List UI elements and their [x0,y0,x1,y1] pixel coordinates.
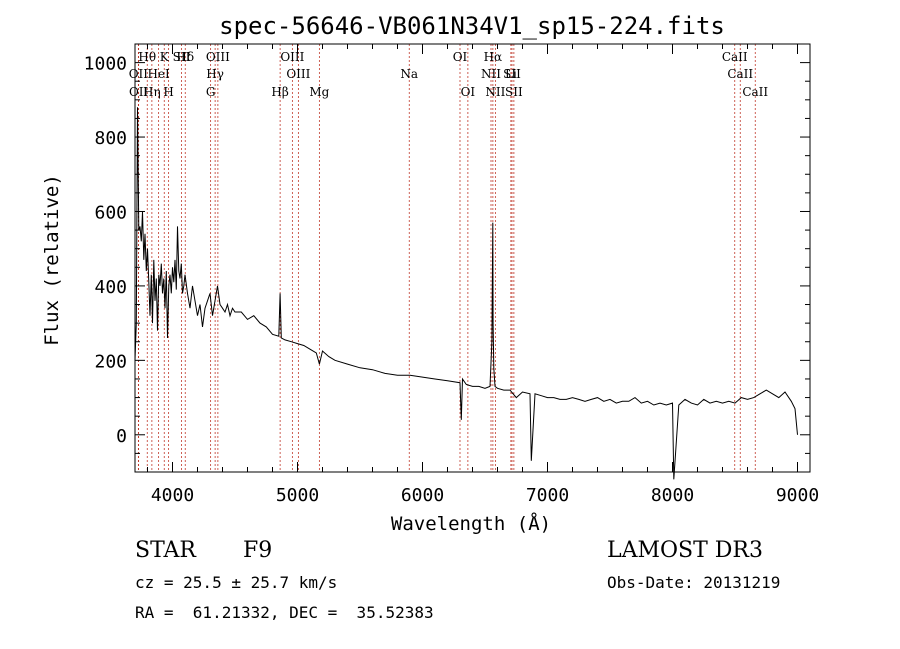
line-label-2-5: Mg [309,85,329,99]
y-tick-label-3: 600 [94,202,127,223]
line-label-2-1: Hη [143,85,161,99]
y-tick-label-2: 400 [94,277,127,298]
line-label-1-6: NII [481,67,501,81]
line-label-1-0: OII [129,67,149,81]
x-tick-label-0: 4000 [151,485,194,506]
line-label-1-3: Hγ [206,67,224,81]
line-label-0-0: Hθ [138,50,156,64]
plot-frame [134,43,811,473]
survey-name: LAMOST DR3 [607,538,763,563]
y-axis-label: Flux (relative) [41,174,63,346]
line-label-0-8: CaII [722,50,748,64]
line-label-1-4: OIII [286,67,310,81]
x-tick-label-1: 5000 [276,485,319,506]
y-tick-label-0: 0 [116,426,127,447]
line-label-2-7: NII [485,85,505,99]
y-tick-label-1: 200 [94,351,127,372]
object-class: STAR [135,538,196,563]
line-label-0-6: Hα [484,50,503,64]
line-label-0-3: OIII [206,50,230,64]
line-label-2-6: OI [461,85,476,99]
line-label-2-3: G [206,85,216,99]
y-tick-label-4: 800 [94,128,127,149]
y-tick-label-5: 1000 [84,54,127,75]
object-subclass: F9 [243,538,273,563]
x-axis-label: Wavelength (Å) [391,512,551,535]
line-label-2-0: OII [129,85,149,99]
line-label-2-8: SII [505,85,523,99]
coordinates: RA = 61.21332, DEC = 35.52383 [135,603,434,622]
x-tick-label-4: 8000 [651,485,694,506]
line-label-1-7: Li [505,67,517,81]
observation-date: Obs-Date: 20131219 [607,573,781,592]
line-label-1-2: SII [503,67,521,81]
line-label-0-4: OIII [280,50,304,64]
emission-line-markers [137,44,756,472]
spectrum-series [134,107,798,480]
line-label-1-8: CaII [727,67,753,81]
line-label-2-2: H [163,85,173,99]
line-label-2-9: CaII [742,85,768,99]
line-label-0-5: OI [453,50,468,64]
line-label-0-7: SII [173,50,191,64]
x-tick-label-3: 7000 [526,485,569,506]
line-label-1-1: HeI [147,67,170,81]
chart-title: spec-56646-VB061N34V1_sp15-224.fits [219,12,725,40]
x-tick-label-5: 9000 [776,485,819,506]
line-label-0-1: K [160,50,170,64]
redshift-cz: cz = 25.5 ± 25.7 km/s [135,573,338,592]
line-label-0-2: Hδ [176,50,194,64]
spectrum-line [134,107,798,480]
x-tick-label-2: 6000 [401,485,444,506]
line-label-1-5: Na [400,67,418,81]
axes: 4000 5000 6000 7000 8000 9000 0 200 400 600 800 100… [84,43,819,506]
line-label-2-4: Hβ [271,85,288,99]
